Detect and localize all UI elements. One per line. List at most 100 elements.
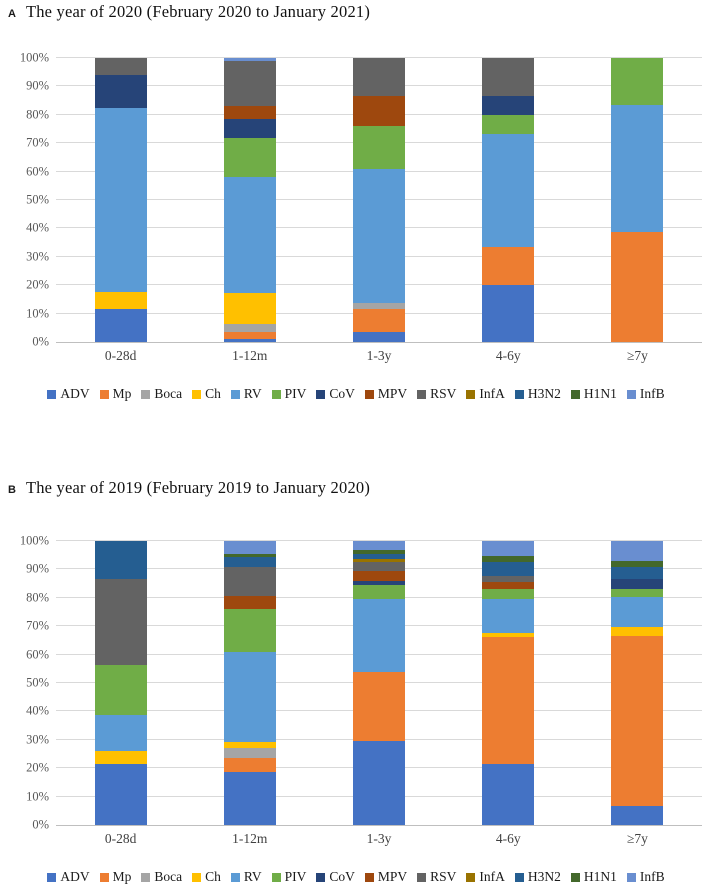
legend-swatch-icon (570, 389, 580, 399)
legend-item-InfB: InfB (626, 386, 665, 402)
legend-label: InfB (639, 386, 665, 401)
segment-Mp (353, 672, 405, 741)
segment-Ch (223, 741, 276, 748)
segment-CoV (611, 579, 664, 589)
segment-Mp (482, 636, 535, 765)
bar-column-0-28d (56, 541, 185, 825)
legend-label: RSV (430, 869, 457, 884)
panel-a-x-axis: 0-28d 1-12m 1-3y 4-6y ≥7y (56, 348, 702, 364)
y-axis-tick-label: 90% (26, 78, 49, 93)
y-axis-tick-label: 80% (26, 590, 49, 605)
legend-label: ADV (60, 386, 90, 401)
segment-Ch (94, 291, 147, 309)
segment-H1N1 (223, 554, 276, 557)
legend-label: H1N1 (583, 386, 617, 401)
segment-RV (223, 652, 276, 742)
bar-column-≥7y (573, 58, 702, 342)
segment-RV (353, 598, 405, 673)
segment-Ch (611, 626, 664, 636)
legend-label: PIV (284, 386, 307, 401)
segment-Mp (482, 247, 535, 286)
legend-label: ADV (60, 869, 90, 884)
legend-label: CoV (329, 869, 355, 884)
stacked-bar-1-3y (353, 541, 405, 825)
y-axis-tick-label: 30% (26, 732, 49, 747)
legend-item-H1N1: H1N1 (570, 386, 617, 402)
bar-column-1-3y (314, 58, 443, 342)
legend-swatch-icon (141, 389, 151, 399)
legend-item-InfA: InfA (466, 386, 505, 402)
segment-PIV (94, 664, 147, 716)
y-axis-tick-label: 90% (26, 561, 49, 576)
legend-swatch-icon (192, 872, 202, 882)
segment-RSV (223, 566, 276, 596)
legend-swatch-icon (514, 872, 524, 882)
segment-PIV (353, 585, 405, 599)
y-axis-tick-label: 100% (19, 50, 49, 65)
segment-ADV (223, 338, 276, 342)
legend-item-InfA: InfA (466, 869, 505, 885)
segment-Boca (223, 324, 276, 332)
bar-column-0-28d (56, 58, 185, 342)
y-axis-tick-label: 50% (26, 675, 49, 690)
panel-b-y-axis: 100% 90% 80% 70% 60% 50% 40% 30% 20% 10% 0% (0, 534, 56, 832)
segment-Mp (223, 331, 276, 339)
legend-item-Mp: Mp (99, 386, 131, 402)
x-axis-label: 4-6y (495, 348, 521, 363)
segment-Mp (611, 231, 664, 342)
panel-b-title: The year of 2019 (February 2019 to Janua… (25, 478, 371, 497)
legend-item-InfB: InfB (626, 869, 665, 885)
segment-RSV (482, 575, 535, 583)
segment-RV (482, 133, 535, 248)
legend-label: RV (243, 386, 262, 401)
legend-label: H3N2 (527, 386, 561, 401)
segment-ADV (482, 285, 535, 342)
stacked-bar-≥7y (611, 541, 664, 825)
panel-b-letter: B (8, 484, 16, 496)
bar-column-1-3y (314, 541, 443, 825)
panel-a-title: The year of 2020 (February 2020 to Janua… (25, 2, 371, 21)
y-axis-tick-label: 20% (26, 277, 49, 292)
segment-RV (223, 176, 276, 294)
bars-layer (56, 58, 702, 342)
segment-InfB (611, 541, 664, 561)
legend-label: MPV (377, 386, 408, 401)
segment-ADV (223, 771, 276, 825)
y-axis-tick-label: 70% (26, 618, 49, 633)
segment-ADV (611, 805, 664, 825)
legend-label: Ch (205, 869, 221, 884)
legend-swatch-icon (570, 872, 580, 882)
segment-Mp (353, 309, 405, 333)
segment-RSV (223, 60, 276, 107)
panel-a-chart: 100% 90% 80% 70% 60% 50% 40% 30% 20% 10% 0% (0, 51, 712, 349)
segment-H3N2 (223, 556, 276, 567)
y-axis-tick-label: 40% (26, 220, 49, 235)
panel-b-x-axis: 0-28d 1-12m 1-3y 4-6y ≥7y (56, 831, 702, 847)
legend-item-ADV: ADV (47, 869, 90, 885)
legend-item-PIV: PIV (271, 386, 307, 402)
legend-item-RSV: RSV (417, 386, 456, 402)
legend-swatch-icon (192, 389, 202, 399)
legend-swatch-icon (141, 872, 151, 882)
legend-swatch-icon (364, 872, 374, 882)
panel-b-plot-area (56, 540, 702, 826)
legend-swatch-icon (364, 389, 374, 399)
legend-swatch-icon (47, 389, 57, 399)
segment-ADV (482, 764, 535, 825)
x-axis-label: 0-28d (104, 348, 137, 363)
segment-RSV (353, 58, 405, 96)
legend-item-H3N2: H3N2 (514, 869, 561, 885)
segment-H3N2 (353, 554, 405, 559)
y-axis-tick-label: 70% (26, 135, 49, 150)
segment-H1N1 (353, 550, 405, 555)
panel-b-header: B The year of 2019 (February 2019 to Jan… (0, 478, 712, 498)
segment-RSV (353, 562, 405, 572)
segment-MPV (482, 582, 535, 590)
y-axis-tick-label: 0% (32, 334, 49, 349)
x-axis-label: 1-12m (232, 831, 268, 846)
segment-H3N2 (94, 541, 147, 580)
segment-PIV (611, 58, 664, 106)
x-axis-label: 1-12m (232, 348, 268, 363)
segment-RSV (94, 58, 147, 75)
stacked-bar-1-12m (223, 541, 276, 825)
